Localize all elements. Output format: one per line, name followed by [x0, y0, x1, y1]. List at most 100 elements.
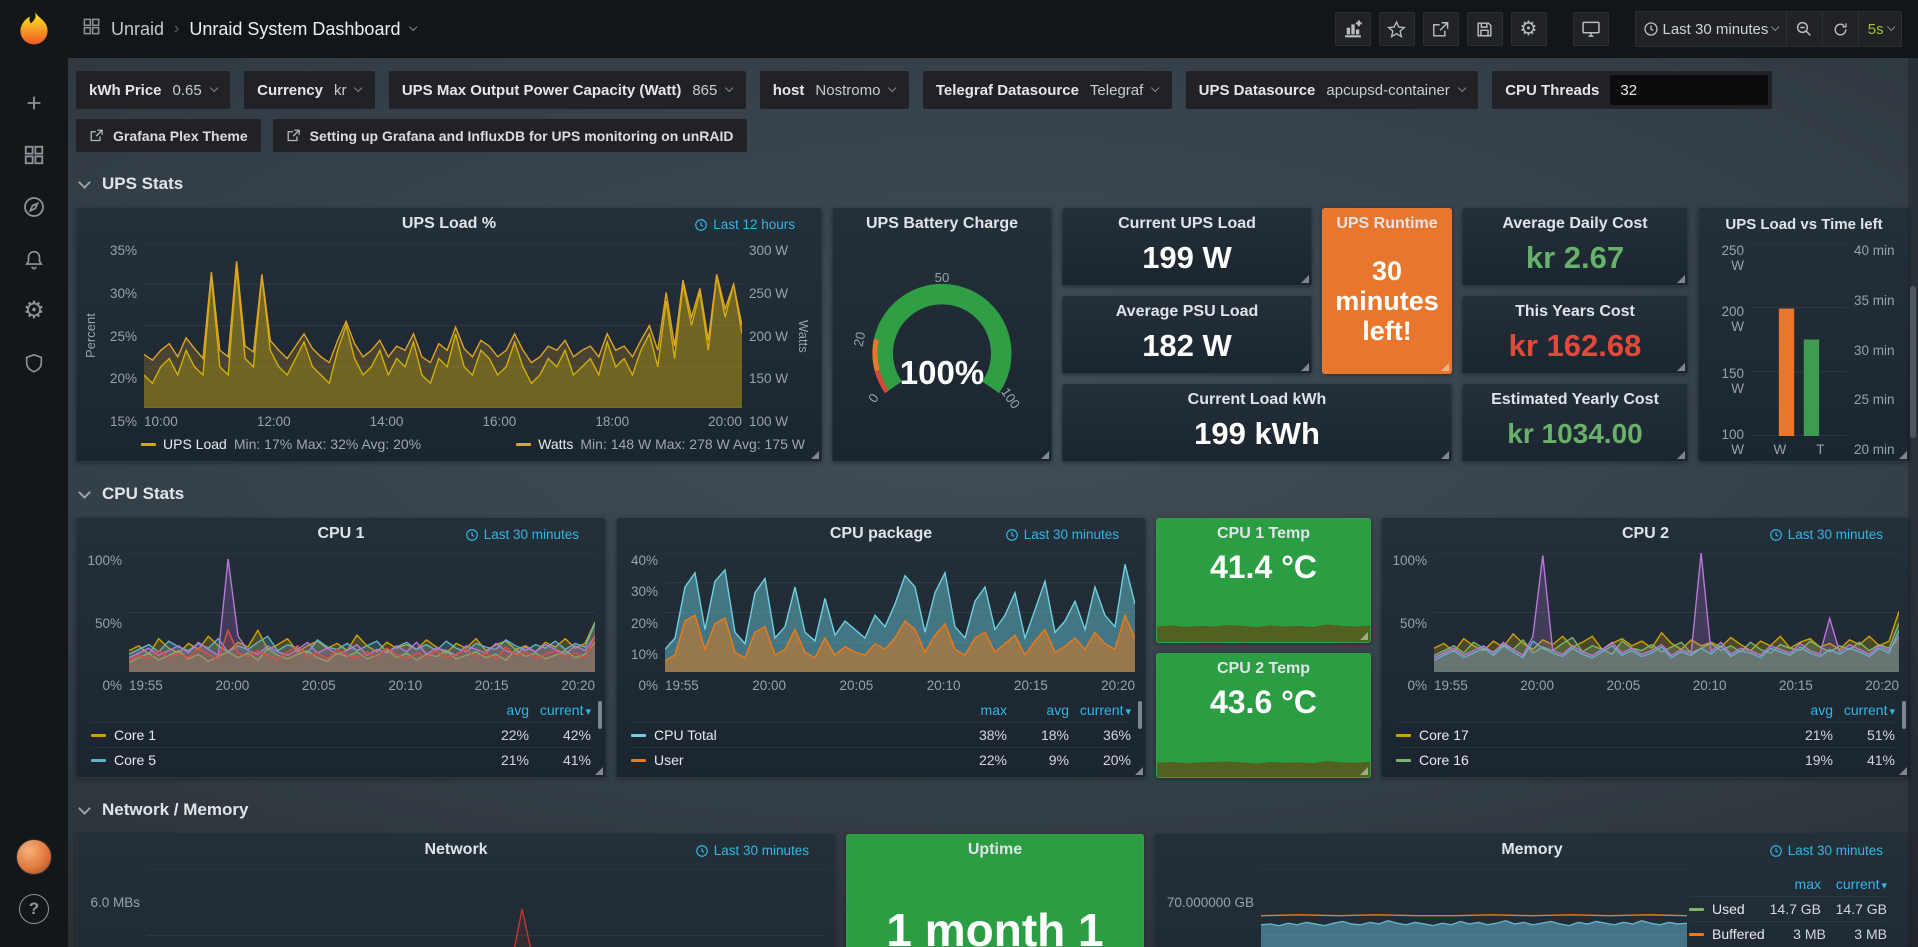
cpu2-chart[interactable] — [1434, 553, 1899, 672]
series-color-swatch — [141, 442, 156, 446]
dashboard-content: kWh Price 0.65 Currency kr UPS Max Outpu… — [68, 58, 1918, 947]
variable-currency[interactable]: Currency kr — [244, 71, 375, 109]
variable-ups-max-output[interactable]: UPS Max Output Power Capacity (Watt) 865 — [388, 71, 746, 109]
add-panel-button[interactable] — [1334, 12, 1371, 46]
stat-value: kr 2.67 — [1525, 240, 1625, 275]
page-scrollbar-thumb[interactable] — [1910, 286, 1916, 438]
panel-time-range: Last 12 hours — [694, 217, 795, 232]
page-scrollbar[interactable] — [1908, 58, 1918, 947]
time-range-picker[interactable]: Last 30 minutes — [1635, 12, 1786, 46]
user-avatar[interactable] — [16, 839, 52, 875]
panel-title[interactable]: CPU 2 — [1621, 525, 1670, 542]
panel-title[interactable]: UPS Load vs Time left — [1725, 215, 1883, 233]
save-button[interactable] — [1466, 12, 1503, 46]
section-header-ups-stats[interactable]: UPS Stats — [76, 170, 1910, 198]
grafana-logo-icon[interactable] — [13, 9, 55, 51]
legend-scrollbar[interactable] — [1138, 701, 1142, 729]
legend-row[interactable]: Buffered 3 MB 3 MB — [1689, 921, 1887, 946]
cycle-view-monitor-icon[interactable] — [1572, 12, 1609, 46]
legend-row[interactable]: Core 5 21% 41% — [91, 747, 591, 772]
server-admin-shield-icon[interactable] — [11, 340, 57, 386]
legend-header[interactable]: avg current — [91, 697, 591, 722]
ups-load-vs-time-chart[interactable] — [1751, 243, 1847, 436]
panel-title[interactable]: Current UPS Load — [1118, 215, 1256, 232]
link-ups-monitoring-guide[interactable]: Setting up Grafana and InfluxDB for UPS … — [272, 119, 747, 152]
battery-gauge[interactable]: 0 20 50 100 100% — [833, 239, 1051, 461]
breadcrumb-dashboard-title[interactable]: Unraid System Dashboard — [189, 18, 401, 39]
legend-row[interactable]: Core 17 21% 51% — [1396, 722, 1895, 747]
panel-title[interactable]: UPS Battery Charge — [865, 215, 1019, 232]
legend-scrollbar[interactable] — [1902, 701, 1906, 729]
explore-compass-icon[interactable] — [11, 184, 57, 230]
panel-title[interactable]: This Years Cost — [1515, 303, 1635, 320]
panel-title[interactable]: CPU 1 — [317, 525, 365, 542]
memory-chart[interactable] — [1261, 869, 1687, 947]
variable-telegraf-datasource[interactable]: Telegraf Datasource Telegraf — [922, 71, 1172, 109]
panel-title[interactable]: UPS Runtime — [1336, 215, 1438, 232]
star-button[interactable] — [1378, 12, 1415, 46]
variable-value-dropdown[interactable]: Nostromo — [815, 82, 898, 99]
legend-header[interactable]: max avg current — [631, 697, 1131, 722]
variable-value-dropdown[interactable]: kr — [334, 82, 364, 99]
variable-label: UPS Max Output Power Capacity (Watt) — [401, 81, 682, 99]
configuration-gear-icon[interactable]: ⚙ — [23, 297, 45, 324]
legend-row[interactable]: Used 14.7 GB 14.7 GB — [1689, 896, 1887, 921]
legend-scrollbar[interactable] — [598, 701, 602, 729]
alerting-bell-icon[interactable] — [11, 236, 57, 282]
zoom-out-button[interactable] — [1785, 12, 1822, 46]
link-grafana-plex-theme[interactable]: Grafana Plex Theme — [76, 119, 261, 152]
section-header-network-memory[interactable]: Network / Memory — [76, 796, 1910, 824]
panel-title[interactable]: Uptime — [967, 841, 1023, 858]
panel-title[interactable]: Network — [424, 841, 488, 858]
variable-label: UPS Datasource — [1198, 81, 1316, 99]
network-chart[interactable] — [147, 869, 825, 947]
panel-title[interactable]: Average PSU Load — [1115, 303, 1259, 320]
panel-title[interactable]: UPS Load % — [401, 215, 497, 232]
share-button[interactable] — [1422, 12, 1459, 46]
legend-row[interactable]: Core 16 19% 41% — [1396, 747, 1895, 772]
variable-host[interactable]: host Nostromo — [759, 71, 909, 109]
dashboards-icon[interactable] — [11, 132, 57, 178]
dashboard-settings-gear-icon[interactable]: ⚙ — [1510, 12, 1547, 46]
time-range-label: Last 30 minutes — [1662, 20, 1769, 38]
breadcrumb-separator: › — [174, 20, 180, 37]
legend-row[interactable]: User 22% 9% 20% — [631, 747, 1131, 772]
panel-title[interactable]: Current Load kWh — [1187, 391, 1327, 408]
legend-header[interactable]: avg current — [1396, 697, 1895, 722]
ups-load-chart[interactable] — [144, 243, 742, 408]
panel-title[interactable]: CPU 2 Temp — [1216, 660, 1311, 677]
legend-item[interactable]: UPS Load Min: 17% Max: 32% Avg: 20% — [141, 436, 421, 452]
panel-title[interactable]: CPU 1 Temp — [1216, 525, 1311, 542]
legend-header[interactable]: max current — [1689, 871, 1887, 896]
variable-value-dropdown[interactable]: Telegraf — [1090, 82, 1160, 99]
y-axis-left: 100% 50% 0% — [87, 553, 122, 693]
breadcrumb-folder[interactable]: Unraid — [111, 18, 165, 39]
help-icon[interactable]: ? — [11, 886, 57, 932]
chevron-down-icon — [1886, 22, 1896, 32]
add-icon[interactable] — [11, 80, 57, 126]
legend-row[interactable]: Core 1 22% 42% — [91, 722, 591, 747]
panel-title[interactable]: Memory — [1501, 841, 1563, 858]
template-variables-row: kWh Price 0.65 Currency kr UPS Max Outpu… — [76, 71, 1910, 109]
variable-value-dropdown[interactable]: apcupsd-container — [1326, 82, 1467, 99]
panel-cpu1-temp: CPU 1 Temp 41.4 °C — [1156, 518, 1371, 643]
panel-title[interactable]: Average Daily Cost — [1502, 215, 1648, 232]
panel-title[interactable]: Estimated Yearly Cost — [1491, 391, 1659, 408]
panel-cpu2-temp: CPU 2 Temp 43.6 °C — [1156, 653, 1371, 778]
cpu1-chart[interactable] — [129, 553, 595, 672]
panel-title[interactable]: CPU package — [829, 525, 933, 542]
refresh-interval-dropdown[interactable]: 5s — [1857, 12, 1901, 46]
variable-value-dropdown[interactable]: 0.65 — [173, 82, 219, 99]
variable-value-dropdown[interactable]: 865 — [692, 82, 735, 99]
cpu-threads-input[interactable] — [1610, 75, 1769, 105]
legend-row[interactable]: CPU Total 38% 18% 36% — [631, 722, 1131, 747]
section-header-cpu-stats[interactable]: CPU Stats — [76, 480, 1910, 508]
legend-item[interactable]: Watts Min: 148 W Max: 278 W Avg: 175 W — [516, 436, 805, 452]
refresh-button[interactable] — [1821, 12, 1858, 46]
panel-uptime: Uptime 1 month 1 — [846, 834, 1144, 947]
variable-kwh-price[interactable]: kWh Price 0.65 — [76, 71, 231, 109]
variable-ups-datasource[interactable]: UPS Datasource apcupsd-container — [1185, 71, 1479, 109]
series-color-swatch — [1396, 758, 1411, 762]
cpu-package-chart[interactable] — [665, 553, 1135, 672]
